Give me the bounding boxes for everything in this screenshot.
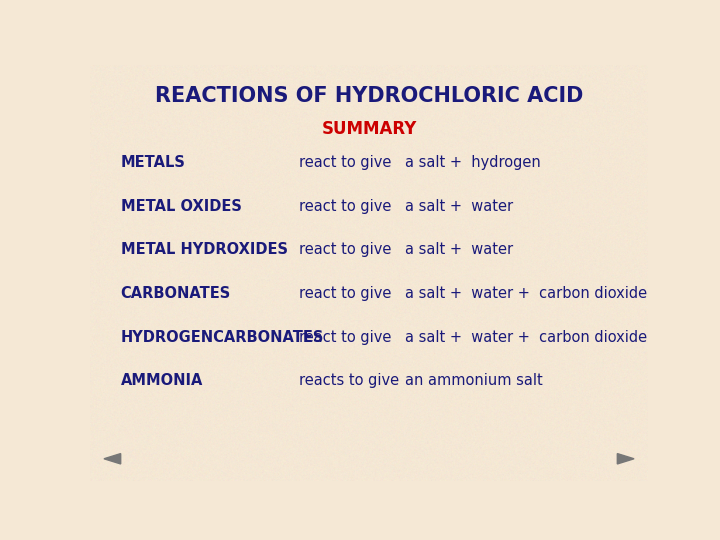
Text: METAL OXIDES: METAL OXIDES: [121, 199, 242, 214]
Text: react to give: react to give: [300, 242, 392, 258]
Text: a salt +  water +  carbon dioxide: a salt + water + carbon dioxide: [405, 329, 647, 345]
Text: HYDROGENCARBONATES: HYDROGENCARBONATES: [121, 329, 324, 345]
Polygon shape: [104, 454, 121, 464]
Text: CARBONATES: CARBONATES: [121, 286, 231, 301]
Text: reacts to give: reacts to give: [300, 373, 400, 388]
Text: SUMMARY: SUMMARY: [321, 120, 417, 138]
Text: a salt +  water: a salt + water: [405, 242, 513, 258]
Text: a salt +  hydrogen: a salt + hydrogen: [405, 155, 541, 170]
Text: react to give: react to give: [300, 329, 392, 345]
Text: react to give: react to give: [300, 286, 392, 301]
Text: a salt +  water: a salt + water: [405, 199, 513, 214]
Text: AMMONIA: AMMONIA: [121, 373, 203, 388]
Text: react to give: react to give: [300, 199, 392, 214]
Text: METAL HYDROXIDES: METAL HYDROXIDES: [121, 242, 288, 258]
Text: REACTIONS OF HYDROCHLORIC ACID: REACTIONS OF HYDROCHLORIC ACID: [155, 86, 583, 106]
Text: a salt +  water +  carbon dioxide: a salt + water + carbon dioxide: [405, 286, 647, 301]
Text: METALS: METALS: [121, 155, 186, 170]
Text: react to give: react to give: [300, 155, 392, 170]
Text: an ammonium salt: an ammonium salt: [405, 373, 543, 388]
Polygon shape: [617, 454, 634, 464]
